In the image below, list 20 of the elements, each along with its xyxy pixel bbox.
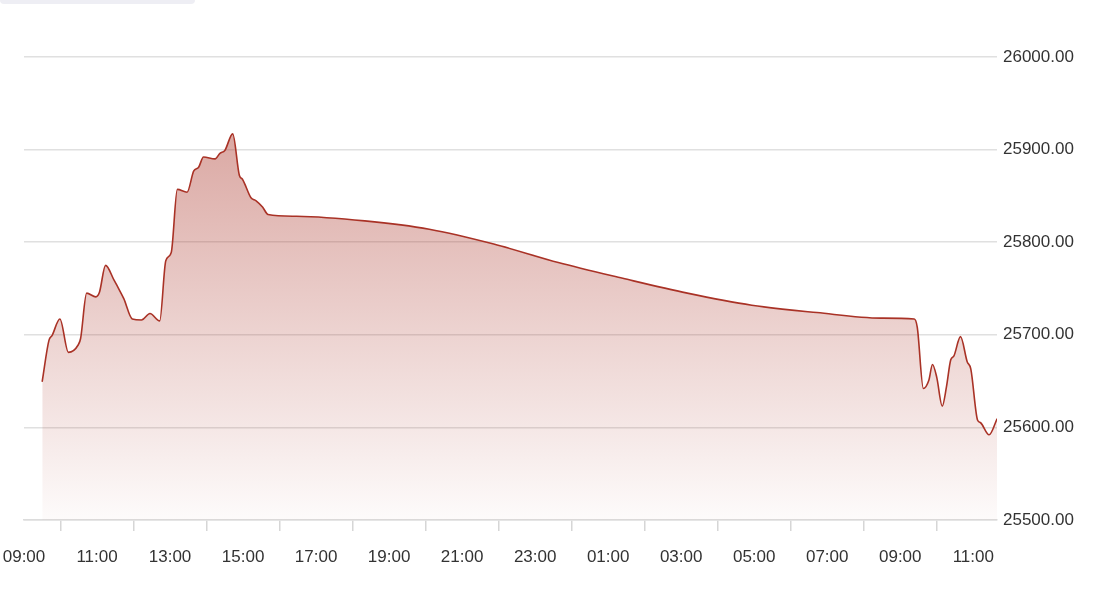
x-tick-label: 17:00 [294, 546, 338, 566]
x-tick-label: 01:00 [586, 546, 630, 566]
y-tick-label: 25700.00 [1003, 324, 1074, 344]
y-tick-label: 25900.00 [1003, 139, 1074, 159]
x-tick-label: 11:00 [76, 546, 118, 566]
x-tick-label: 07:00 [805, 546, 849, 566]
x-tick-label: 15:00 [221, 546, 265, 566]
y-tick-label: 25600.00 [1003, 417, 1074, 437]
x-tick-label: 09:00 [878, 546, 922, 566]
y-tick-label: 26000.00 [1003, 46, 1074, 66]
y-tick-label: 25500.00 [1003, 509, 1074, 529]
y-tick-label: 25800.00 [1003, 231, 1074, 251]
x-tick-label: 09:00 [2, 546, 46, 566]
x-tick-label: 05:00 [732, 546, 776, 566]
x-tick-label: 19:00 [367, 546, 411, 566]
x-tick-label: 13:00 [148, 546, 192, 566]
x-tick-label: 21:00 [440, 546, 484, 566]
x-tick-label: 11:00 [952, 546, 994, 566]
x-tick-label: 23:00 [513, 546, 557, 566]
x-tick-label: 03:00 [659, 546, 703, 566]
